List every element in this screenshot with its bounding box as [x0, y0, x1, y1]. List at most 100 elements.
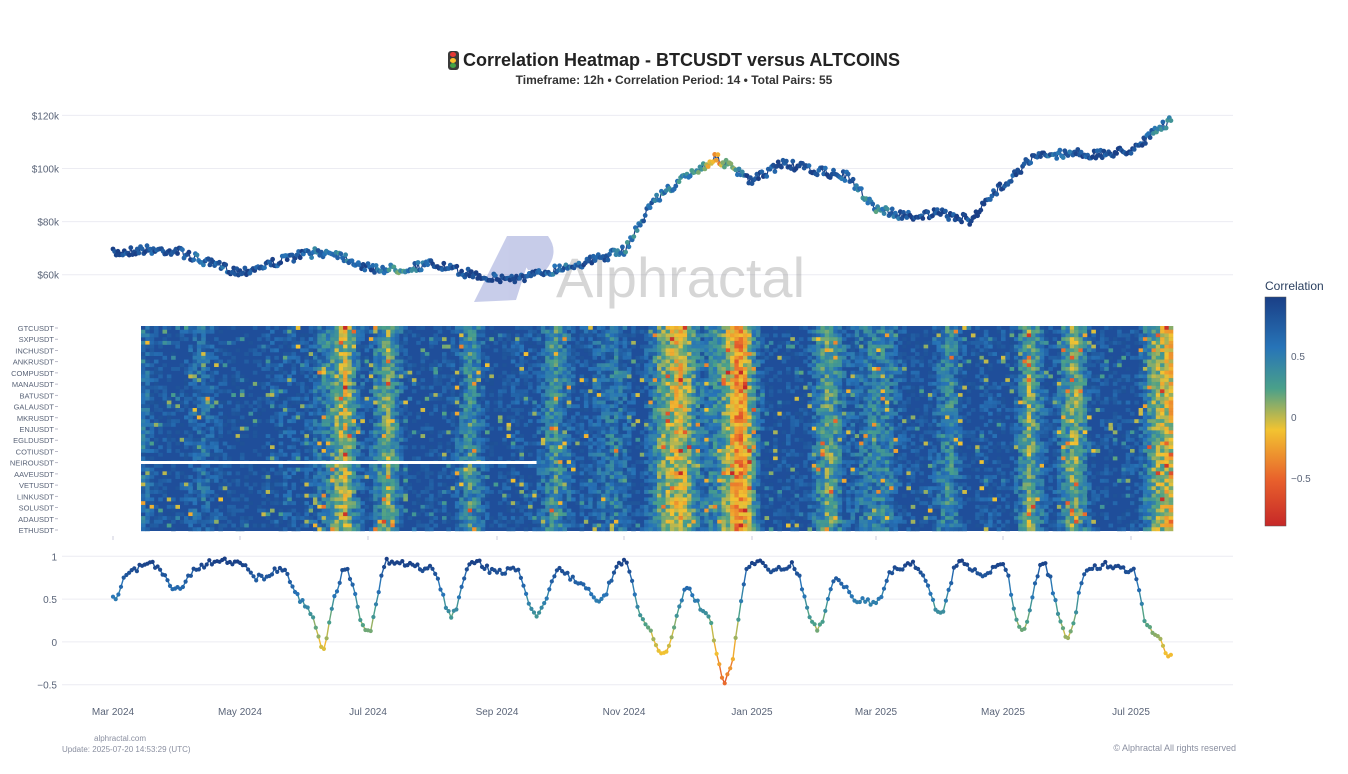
heatmap-cell [1095, 408, 1101, 412]
heatmap-cell [1087, 344, 1092, 349]
heatmap-cell [364, 400, 370, 405]
price-point [144, 243, 150, 249]
heatmap-cell [1164, 352, 1169, 357]
heatmap-cell [528, 411, 533, 416]
heatmap-cell [958, 355, 963, 360]
heatmap-cell [846, 393, 851, 398]
heatmap-cell [872, 333, 877, 338]
price-point [775, 159, 781, 165]
heatmap-cell [1048, 396, 1053, 401]
heatmap-cell [596, 400, 602, 405]
heatmap-cell [270, 389, 275, 394]
heatmap-cell [949, 415, 954, 420]
heatmap-cell [467, 329, 473, 334]
heatmap-cell [712, 355, 718, 360]
heatmap-cell [467, 408, 473, 412]
heatmap-cell [171, 340, 176, 345]
heatmap-cell [846, 363, 851, 368]
heatmap-cell [940, 411, 946, 416]
heatmap-cell [859, 348, 864, 353]
heatmap-cell [1005, 415, 1010, 420]
price-series [110, 115, 1174, 285]
heatmap-cell [218, 419, 223, 424]
heatmap-cell [872, 359, 877, 364]
heatmap-cell [325, 400, 331, 405]
heatmap-cell [644, 370, 649, 375]
heatmap-cell [712, 348, 718, 353]
heatmap-cell [338, 396, 344, 401]
heatmap-cell [936, 381, 942, 386]
heatmap-cell [399, 340, 404, 345]
heatmap-cell [1099, 329, 1105, 334]
heatmap-cell [1155, 404, 1161, 409]
heatmap-cell [751, 326, 757, 330]
heatmap-cell [566, 393, 572, 398]
heatmap-cell [300, 340, 305, 345]
heatmap-cell [884, 389, 890, 394]
heatmap-cell [188, 367, 193, 371]
heatmap-cell [859, 337, 864, 342]
heatmap-cell [592, 415, 598, 420]
heatmap-cell [549, 326, 555, 330]
heatmap-cell [682, 381, 688, 386]
heatmap-cell [678, 355, 684, 360]
heatmap-cell [489, 337, 494, 342]
heatmap-cell [196, 348, 202, 353]
heatmap-cell [1134, 329, 1139, 334]
heatmap-cell [859, 359, 864, 364]
heatmap-cell [983, 374, 989, 379]
heatmap-cell [386, 348, 391, 353]
heatmap-cell [566, 326, 572, 330]
heatmap-cell [648, 363, 653, 368]
heatmap-cell [356, 396, 361, 401]
heatmap-cell [700, 363, 705, 368]
heatmap-cell [463, 329, 469, 334]
heatmap-cell [205, 381, 211, 386]
heatmap-cell [166, 340, 172, 345]
heatmap-cell [351, 400, 357, 405]
heatmap-cell [201, 352, 206, 357]
heatmap-cell [605, 359, 610, 364]
heatmap-cell [648, 400, 653, 405]
heatmap-cell [149, 326, 155, 330]
heatmap-cell [1164, 393, 1169, 398]
heatmap-cell [1091, 381, 1096, 386]
price-point [289, 252, 295, 258]
heatmap-cell [313, 333, 318, 338]
heatmap-cell [695, 415, 701, 420]
heatmap-cell [325, 419, 331, 424]
heatmap-cell [794, 385, 800, 390]
heatmap-cell [334, 359, 340, 364]
heatmap-cell [562, 400, 567, 405]
heatmap-cell [420, 359, 426, 364]
heatmap-cell [665, 344, 671, 349]
heatmap-cell [760, 389, 765, 394]
heatmap-cell [235, 374, 241, 379]
heatmap-cell [893, 378, 899, 383]
heatmap-cell [390, 404, 395, 409]
heatmap-cell [940, 400, 946, 405]
heatmap-cell [687, 393, 692, 398]
heatmap-cell [687, 385, 692, 390]
price-point [736, 166, 742, 172]
heatmap-cell [1031, 348, 1036, 353]
heatmap-cell [364, 378, 370, 383]
heatmap-cell [463, 370, 469, 375]
heatmap-cell [1082, 363, 1088, 368]
heatmap-cell [373, 367, 378, 371]
heatmap-cell [562, 404, 567, 409]
heatmap-cell [708, 340, 714, 345]
heatmap-cell [528, 385, 533, 390]
heatmap-cell [755, 340, 761, 345]
heatmap-cell [661, 415, 666, 420]
heatmap-cell [609, 411, 615, 416]
heatmap-cell [549, 415, 555, 420]
heatmap-cell [712, 340, 718, 345]
heatmap-cell [1130, 329, 1135, 334]
heatmap-cell [854, 415, 860, 420]
heatmap-cell [343, 419, 348, 424]
heatmap-cell [321, 359, 327, 364]
heatmap-cell [214, 400, 219, 405]
heatmap-cell [725, 329, 731, 334]
heatmap-cell [1052, 363, 1058, 368]
